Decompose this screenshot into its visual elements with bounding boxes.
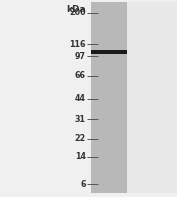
Text: 200: 200	[69, 8, 86, 17]
Text: 97: 97	[75, 52, 86, 61]
Bar	[91, 2, 127, 193]
Bar	[127, 2, 177, 193]
Bar	[91, 50, 127, 54]
Text: 31: 31	[75, 115, 86, 124]
Text: 6: 6	[80, 180, 86, 189]
Text: 22: 22	[75, 134, 86, 143]
Text: kDa: kDa	[66, 5, 86, 14]
Text: 14: 14	[75, 152, 86, 161]
Text: 116: 116	[69, 40, 86, 49]
Text: 66: 66	[75, 71, 86, 80]
Text: 44: 44	[75, 94, 86, 103]
